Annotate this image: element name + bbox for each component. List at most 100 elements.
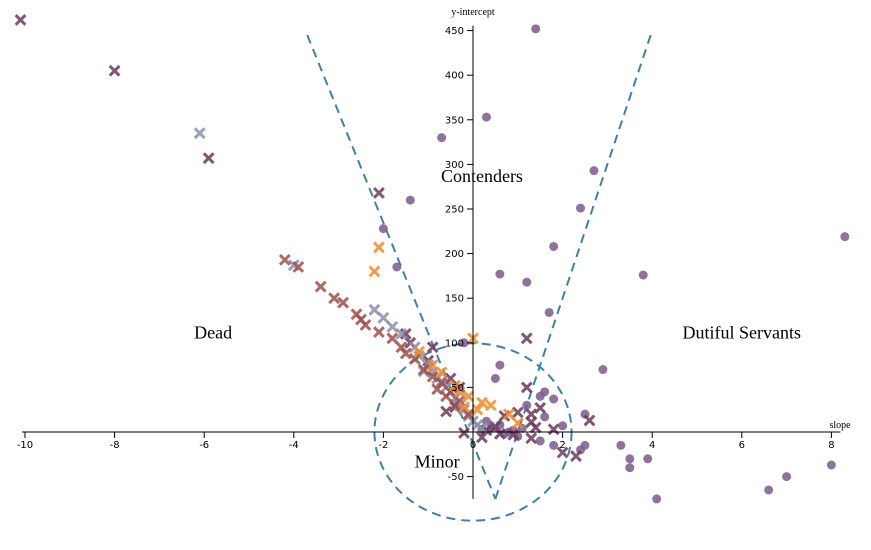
data-point-circle xyxy=(405,195,415,205)
data-point-cross xyxy=(570,450,582,463)
data-point-cross xyxy=(458,426,470,439)
data-point-cross xyxy=(440,405,453,418)
data-point-cross xyxy=(426,370,439,383)
data-point-cross xyxy=(108,64,121,77)
data-points xyxy=(14,13,850,504)
x-tick-label: 4 xyxy=(649,440,655,451)
data-point-circle xyxy=(544,307,554,317)
y-tick-label: 150 xyxy=(445,294,464,305)
x-axis-title: slope xyxy=(829,420,851,431)
data-point-cross xyxy=(193,127,206,140)
data-point-cross xyxy=(525,416,538,429)
y-tick-label: 100 xyxy=(445,338,464,349)
x-tick-label: -2 xyxy=(378,440,388,451)
data-point-cross xyxy=(525,432,538,445)
data-point-cross xyxy=(444,372,457,385)
data-point-circle xyxy=(459,338,469,348)
data-point-cross xyxy=(399,347,412,360)
data-point-cross xyxy=(372,241,385,254)
data-point-cross xyxy=(408,352,421,365)
data-point-cross xyxy=(440,390,453,403)
data-point-cross xyxy=(431,383,444,396)
data-point-cross xyxy=(502,408,515,421)
data-point-cross xyxy=(372,187,385,199)
data-point-cross xyxy=(359,319,372,331)
y-tick-label: 50 xyxy=(451,383,464,394)
data-point-cross xyxy=(511,406,524,419)
data-point-cross xyxy=(314,280,327,293)
data-point-cross xyxy=(426,359,439,372)
data-point-circle xyxy=(549,440,559,450)
y-tick-label: -50 xyxy=(448,472,464,483)
data-point-cross xyxy=(14,13,27,26)
region-label: Minor xyxy=(415,452,460,472)
data-point-cross xyxy=(534,401,547,414)
data-point-circle xyxy=(576,203,586,213)
data-point-circle xyxy=(826,460,836,470)
data-point-cross xyxy=(435,366,448,379)
data-point-cross xyxy=(462,408,475,421)
data-point-cross xyxy=(476,396,488,409)
data-point-cross xyxy=(413,345,426,358)
y-axis-title: y-intercept xyxy=(451,7,495,18)
data-point-cross xyxy=(462,390,475,403)
data-point-circle xyxy=(782,472,792,482)
data-point-cross xyxy=(484,399,497,412)
data-point-cross xyxy=(489,420,502,433)
data-point-cross xyxy=(337,296,350,309)
data-point-circle xyxy=(481,416,491,426)
y-tick-label: 300 xyxy=(445,160,464,171)
x-tick-label: 2 xyxy=(559,440,565,451)
y-tick-label: 400 xyxy=(445,71,464,82)
data-point-cross xyxy=(368,265,381,278)
data-point-cross xyxy=(511,417,524,430)
data-point-circle xyxy=(392,262,402,272)
data-point-circle xyxy=(598,365,608,375)
axes: -10 -8 -6 -4 -2 0 2 4 6 8 -50 50 100 150 200 250 300 350 4… xyxy=(17,25,841,499)
data-point-circle xyxy=(764,485,774,495)
data-point-cross xyxy=(426,341,439,354)
data-point-cross xyxy=(386,332,399,345)
data-point-cross xyxy=(471,403,484,416)
y-tick-label: 450 xyxy=(445,26,464,37)
x-tick-label: -8 xyxy=(110,440,120,451)
data-point-circle xyxy=(625,454,635,464)
data-point-circle xyxy=(625,463,635,473)
data-point-cross xyxy=(476,431,488,444)
data-point-cross xyxy=(292,261,305,273)
data-point-cross xyxy=(520,332,533,345)
data-point-circle xyxy=(481,112,491,122)
x-tick-label: 0 xyxy=(470,440,476,451)
y-tick-label: 250 xyxy=(445,205,464,216)
data-point-circle xyxy=(643,454,653,464)
data-point-cross xyxy=(520,381,533,394)
data-point-circle xyxy=(652,494,662,504)
data-point-circle xyxy=(540,412,550,422)
x-tick-label: -6 xyxy=(199,440,209,451)
data-point-circle xyxy=(535,436,545,446)
data-point-cross xyxy=(458,401,470,413)
x-tick-label: -10 xyxy=(17,440,33,451)
data-point-cross xyxy=(417,363,430,376)
data-point-circle xyxy=(437,133,447,143)
data-point-circle xyxy=(495,269,505,279)
y-tick-label: 200 xyxy=(445,249,464,260)
data-point-circle xyxy=(535,391,545,401)
data-point-circle xyxy=(378,224,388,234)
region-label: Contenders xyxy=(441,166,523,186)
data-point-circle xyxy=(495,360,505,370)
region-label: Dead xyxy=(194,322,232,342)
data-point-cross xyxy=(525,408,538,421)
data-point-circle xyxy=(549,241,559,251)
data-point-cross xyxy=(395,327,408,340)
data-point-cross xyxy=(556,446,569,459)
data-point-cross xyxy=(278,253,291,266)
data-point-cross xyxy=(476,422,488,435)
data-point-cross xyxy=(493,427,506,440)
region-labels: Dead Contenders Dutiful Servants Minor xyxy=(194,166,801,471)
data-point-circle xyxy=(549,394,559,404)
x-tick-label: 6 xyxy=(739,440,745,451)
data-point-cross xyxy=(328,292,341,305)
data-point-cross xyxy=(202,152,215,165)
data-point-circle xyxy=(522,277,532,287)
